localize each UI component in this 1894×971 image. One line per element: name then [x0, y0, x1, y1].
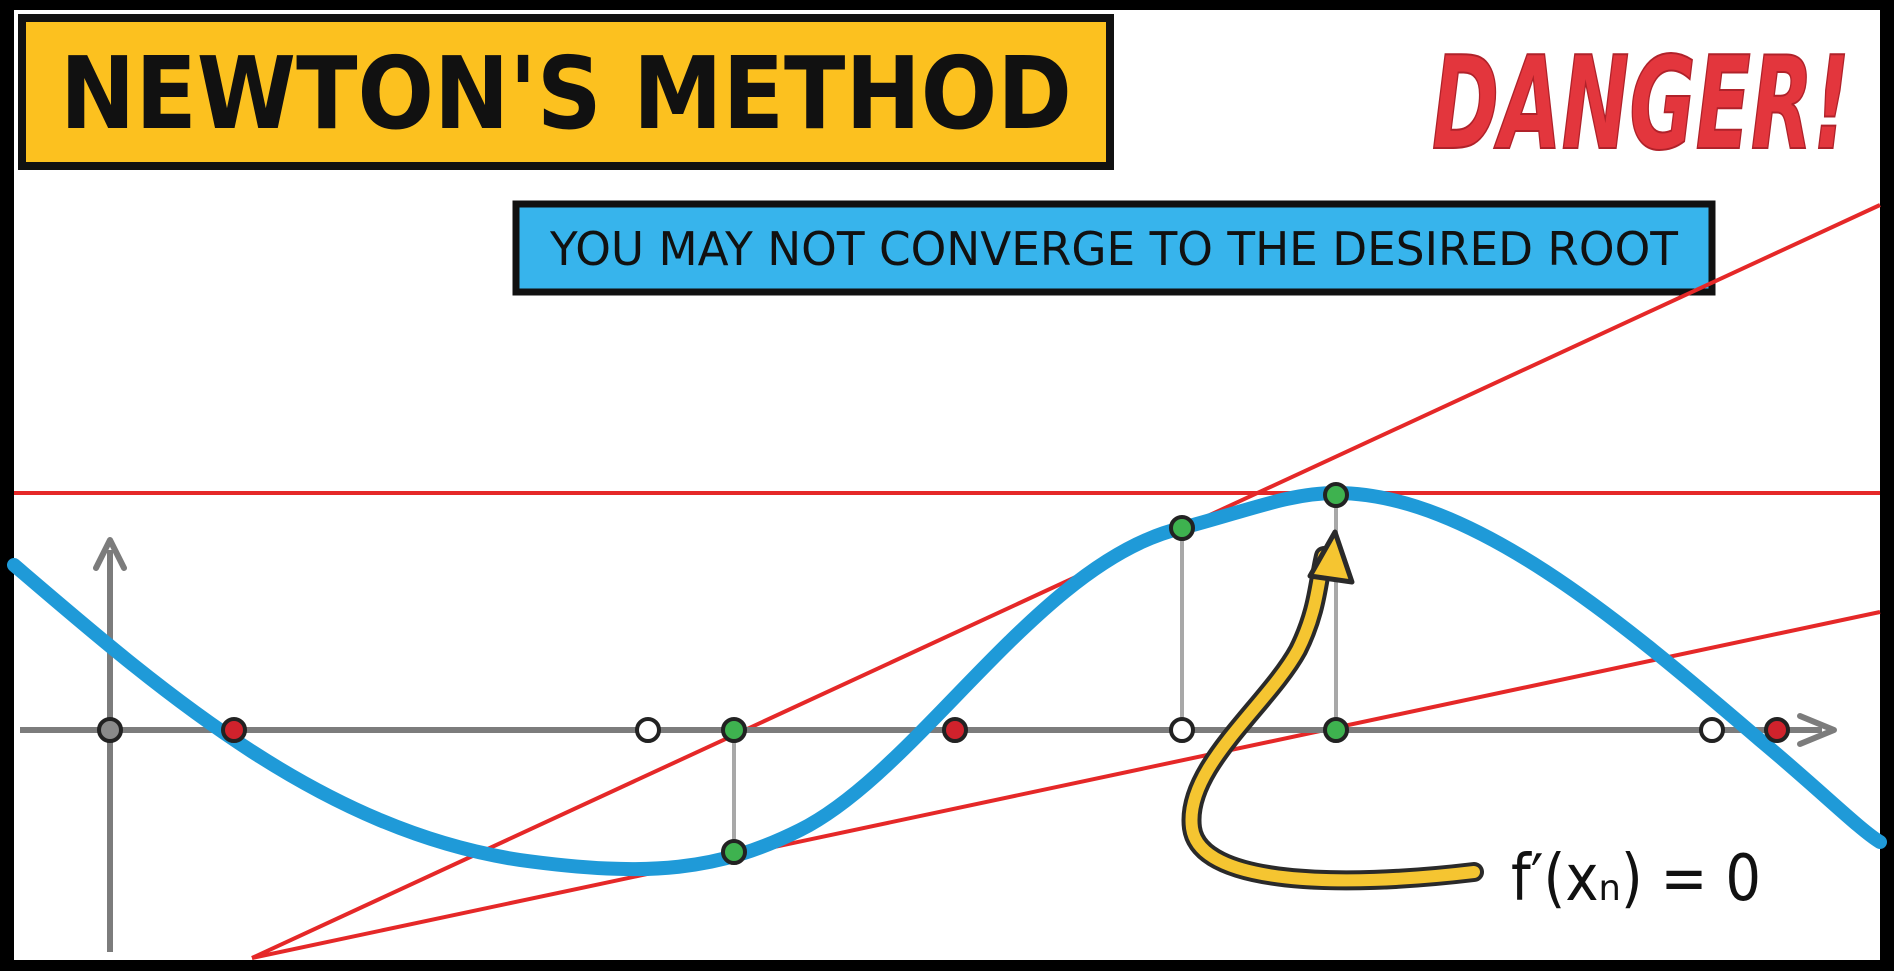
iterate-x2-axis-point: [1323, 717, 1349, 743]
y-axis-arrowhead-icon: [93, 537, 127, 571]
arrow-head: [1307, 529, 1355, 585]
root-point-2: [942, 717, 968, 743]
tangent-line-steep: [251, 203, 1881, 960]
arrow-body: [1185, 550, 1480, 887]
curved-pointer-arrow-icon: [1181, 529, 1484, 891]
title-text: NEWTON'S METHOD: [60, 35, 1072, 152]
curve-point-maximum: [1323, 482, 1349, 508]
subtitle-banner: YOU MAY NOT CONVERGE TO THE DESIRED ROOT: [512, 200, 1716, 296]
danger-warning: DANGER!: [1432, 30, 1850, 179]
derivative-zero-annotation: f′(xₙ) = 0: [1511, 842, 1761, 916]
root-point-1: [221, 717, 247, 743]
curve-point-x0: [721, 839, 747, 865]
hollow-point-1: [635, 717, 661, 743]
hollow-point-3: [1699, 717, 1725, 743]
subtitle-text: YOU MAY NOT CONVERGE TO THE DESIRED ROOT: [549, 222, 1679, 276]
function-curve: [7, 485, 1887, 877]
title-box: [18, 14, 1114, 170]
subtitle-box: [512, 200, 1716, 296]
axis-origin-point: [97, 717, 123, 743]
iterate-x0-axis-point: [721, 717, 747, 743]
x-axis-arrowhead-icon: [1797, 713, 1837, 747]
hollow-point-2: [1169, 717, 1195, 743]
tangent-line-shallow: [251, 610, 1881, 960]
root-point-3: [1764, 717, 1790, 743]
curve-point-x1: [1169, 515, 1195, 541]
title-banner: NEWTON'S METHOD: [18, 14, 1114, 170]
